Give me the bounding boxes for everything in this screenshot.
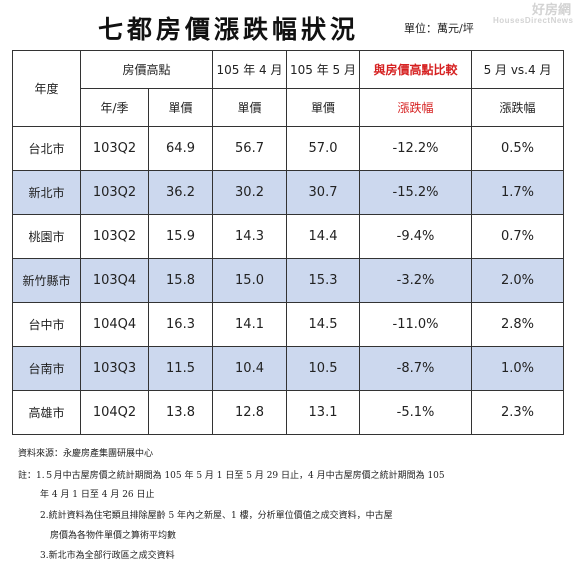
- peak-price-cell: 36.2: [147, 170, 214, 215]
- peak-price-cell: 15.8: [147, 258, 214, 303]
- mom-change-cell: 0.5%: [471, 126, 565, 171]
- apr-price-cell: 14.1: [212, 302, 288, 347]
- mom-change-cell: 2.0%: [471, 258, 565, 303]
- season-cell: 103Q2: [80, 126, 149, 171]
- note-2-line-b: 房價為各物件單價之算術平均數: [50, 531, 177, 541]
- table-row: 台北市 103Q2 64.9 56.7 57.0 -12.2% 0.5%: [12, 126, 565, 171]
- peak-price-cell: 64.9: [147, 126, 214, 171]
- note-2-line-a: 2.統計資料為住宅類且排除屋齡 5 年內之新屋、1 樓，分析單位價值之成交資料，…: [40, 511, 393, 521]
- source-note: 資料來源：永慶房產集團研展中心: [18, 449, 154, 459]
- apr-price-cell: 30.2: [212, 170, 288, 215]
- header-peak-price: 單價: [147, 88, 214, 127]
- city-cell: 台中市: [12, 302, 81, 347]
- apr-price-cell: 10.4: [212, 346, 288, 391]
- mom-change-cell: 2.3%: [471, 390, 565, 435]
- table-row: 台中市 104Q4 16.3 14.1 14.5 -11.0% 2.8%: [12, 302, 565, 347]
- peak-price-cell: 13.8: [147, 390, 214, 435]
- mom-change-cell: 2.8%: [471, 302, 565, 347]
- vs-peak-cell: -5.1%: [359, 390, 473, 435]
- may-price-cell: 15.3: [286, 258, 361, 303]
- season-cell: 104Q4: [80, 302, 149, 347]
- vs-peak-cell: -3.2%: [359, 258, 473, 303]
- season-cell: 103Q2: [80, 214, 149, 259]
- note-1-line-b: 年 4 月 1 日至 4 月 26 日止: [40, 490, 155, 500]
- table-row: 台南市 103Q3 11.5 10.4 10.5 -8.7% 1.0%: [12, 346, 565, 391]
- apr-price-cell: 14.3: [212, 214, 288, 259]
- header-row-1: 年度 房價高點 105 年 4 月 105 年 5 月 與房價高點比較 5 月 …: [12, 50, 565, 127]
- vs-peak-cell: -12.2%: [359, 126, 473, 171]
- mom-change-cell: 1.7%: [471, 170, 565, 215]
- city-cell: 台南市: [12, 346, 81, 391]
- header-compare: 與房價高點比較: [359, 50, 473, 89]
- watermark-logo: 好房網 HousesDirectNews: [493, 2, 574, 26]
- table-row: 新北市 103Q2 36.2 30.2 30.7 -15.2% 1.7%: [12, 170, 565, 215]
- header-mom: 5 月 vs.4 月: [471, 50, 565, 89]
- peak-price-cell: 16.3: [147, 302, 214, 347]
- header-apr-price: 單價: [212, 88, 288, 127]
- vs-peak-cell: -15.2%: [359, 170, 473, 215]
- table-row: 桃園市 103Q2 15.9 14.3 14.4 -9.4% 0.7%: [12, 214, 565, 259]
- may-price-cell: 13.1: [286, 390, 361, 435]
- header-mom-change: 漲跌幅: [471, 88, 565, 127]
- vs-peak-cell: -9.4%: [359, 214, 473, 259]
- table-row: 新竹縣市 103Q4 15.8 15.0 15.3 -3.2% 2.0%: [12, 258, 565, 303]
- price-table: 年度 房價高點 105 年 4 月 105 年 5 月 與房價高點比較 5 月 …: [12, 50, 565, 435]
- season-cell: 103Q4: [80, 258, 149, 303]
- may-price-cell: 57.0: [286, 126, 361, 171]
- may-price-cell: 10.5: [286, 346, 361, 391]
- header-season: 年/季: [80, 88, 149, 127]
- note-3: 3.新北市為全部行政區之成交資料: [40, 551, 175, 561]
- peak-price-cell: 11.5: [147, 346, 214, 391]
- city-cell: 新北市: [12, 170, 81, 215]
- season-cell: 103Q2: [80, 170, 149, 215]
- page-title: 七都房價漲跌幅狀況: [98, 15, 360, 44]
- table-row: 高雄市 104Q2 13.8 12.8 13.1 -5.1% 2.3%: [12, 390, 565, 435]
- header-compare-change: 漲跌幅: [359, 88, 473, 127]
- apr-price-cell: 12.8: [212, 390, 288, 435]
- header-may-price: 單價: [286, 88, 361, 127]
- may-price-cell: 14.5: [286, 302, 361, 347]
- mom-change-cell: 0.7%: [471, 214, 565, 259]
- city-cell: 新竹縣市: [12, 258, 81, 303]
- city-cell: 高雄市: [12, 390, 81, 435]
- may-price-cell: 14.4: [286, 214, 361, 259]
- note-1-line-a: 註：1.５月中古屋房價之統計期間為 105 年 5 月 1 日至 5 月 29 …: [18, 471, 445, 481]
- header-may: 105 年 5 月: [286, 50, 361, 89]
- mom-change-cell: 1.0%: [471, 346, 565, 391]
- vs-peak-cell: -8.7%: [359, 346, 473, 391]
- city-cell: 台北市: [12, 126, 81, 171]
- city-cell: 桃園市: [12, 214, 81, 259]
- season-cell: 103Q3: [80, 346, 149, 391]
- header-year: 年度: [12, 50, 81, 127]
- vs-peak-cell: -11.0%: [359, 302, 473, 347]
- watermark-sub: HousesDirectNews: [493, 16, 574, 25]
- header-row-2: 年/季 單價 單價 單價 漲跌幅 漲跌幅: [13, 88, 565, 127]
- season-cell: 104Q2: [80, 390, 149, 435]
- apr-price-cell: 15.0: [212, 258, 288, 303]
- apr-price-cell: 56.7: [212, 126, 288, 171]
- header-apr: 105 年 4 月: [212, 50, 288, 89]
- header-peak: 房價高點: [79, 50, 214, 89]
- watermark-main: 好房網: [531, 2, 571, 17]
- unit-label: 單位：萬元/坪: [404, 22, 474, 35]
- may-price-cell: 30.7: [286, 170, 361, 215]
- peak-price-cell: 15.9: [147, 214, 214, 259]
